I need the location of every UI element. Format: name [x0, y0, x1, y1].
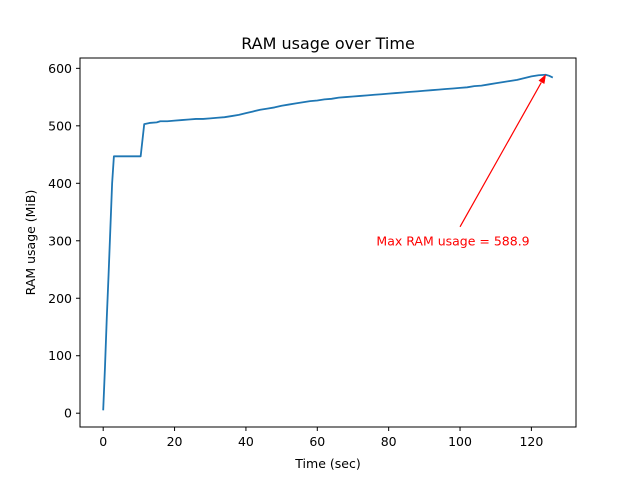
annotation-label: Max RAM usage = 588.9 — [376, 233, 529, 248]
chart-title: RAM usage over Time — [241, 34, 415, 53]
axis-ticks: 0 20 40 60 80 100 120 0 100 200 300 400 500 600 — [48, 61, 543, 449]
annotation: Max RAM usage = 588.9 — [376, 74, 547, 248]
annotation-arrow-shaft — [459, 82, 542, 228]
y-tick-label-400: 400 — [48, 176, 72, 191]
x-axis-label: Time (sec) — [294, 456, 360, 471]
x-tick-label-80: 80 — [381, 434, 397, 449]
y-tick-label-600: 600 — [48, 61, 72, 76]
y-tick-label-100: 100 — [48, 348, 72, 363]
y-axis-label: RAM usage (MiB) — [23, 190, 38, 296]
annotation-arrow-head — [538, 74, 547, 84]
y-tick-label-200: 200 — [48, 291, 72, 306]
x-tick-label-100: 100 — [448, 434, 472, 449]
y-tick-label-300: 300 — [48, 233, 72, 248]
x-tick-label-120: 120 — [519, 434, 543, 449]
x-tick-label-20: 20 — [167, 434, 183, 449]
axes-frame — [79, 57, 577, 428]
plot-area — [102, 73, 554, 411]
x-tick-label-40: 40 — [238, 434, 254, 449]
x-tick-label-60: 60 — [309, 434, 325, 449]
x-tick-label-0: 0 — [99, 434, 107, 449]
series-line-0 — [102, 73, 554, 411]
y-tick-label-500: 500 — [48, 118, 72, 133]
y-tick-label-0: 0 — [64, 406, 72, 421]
